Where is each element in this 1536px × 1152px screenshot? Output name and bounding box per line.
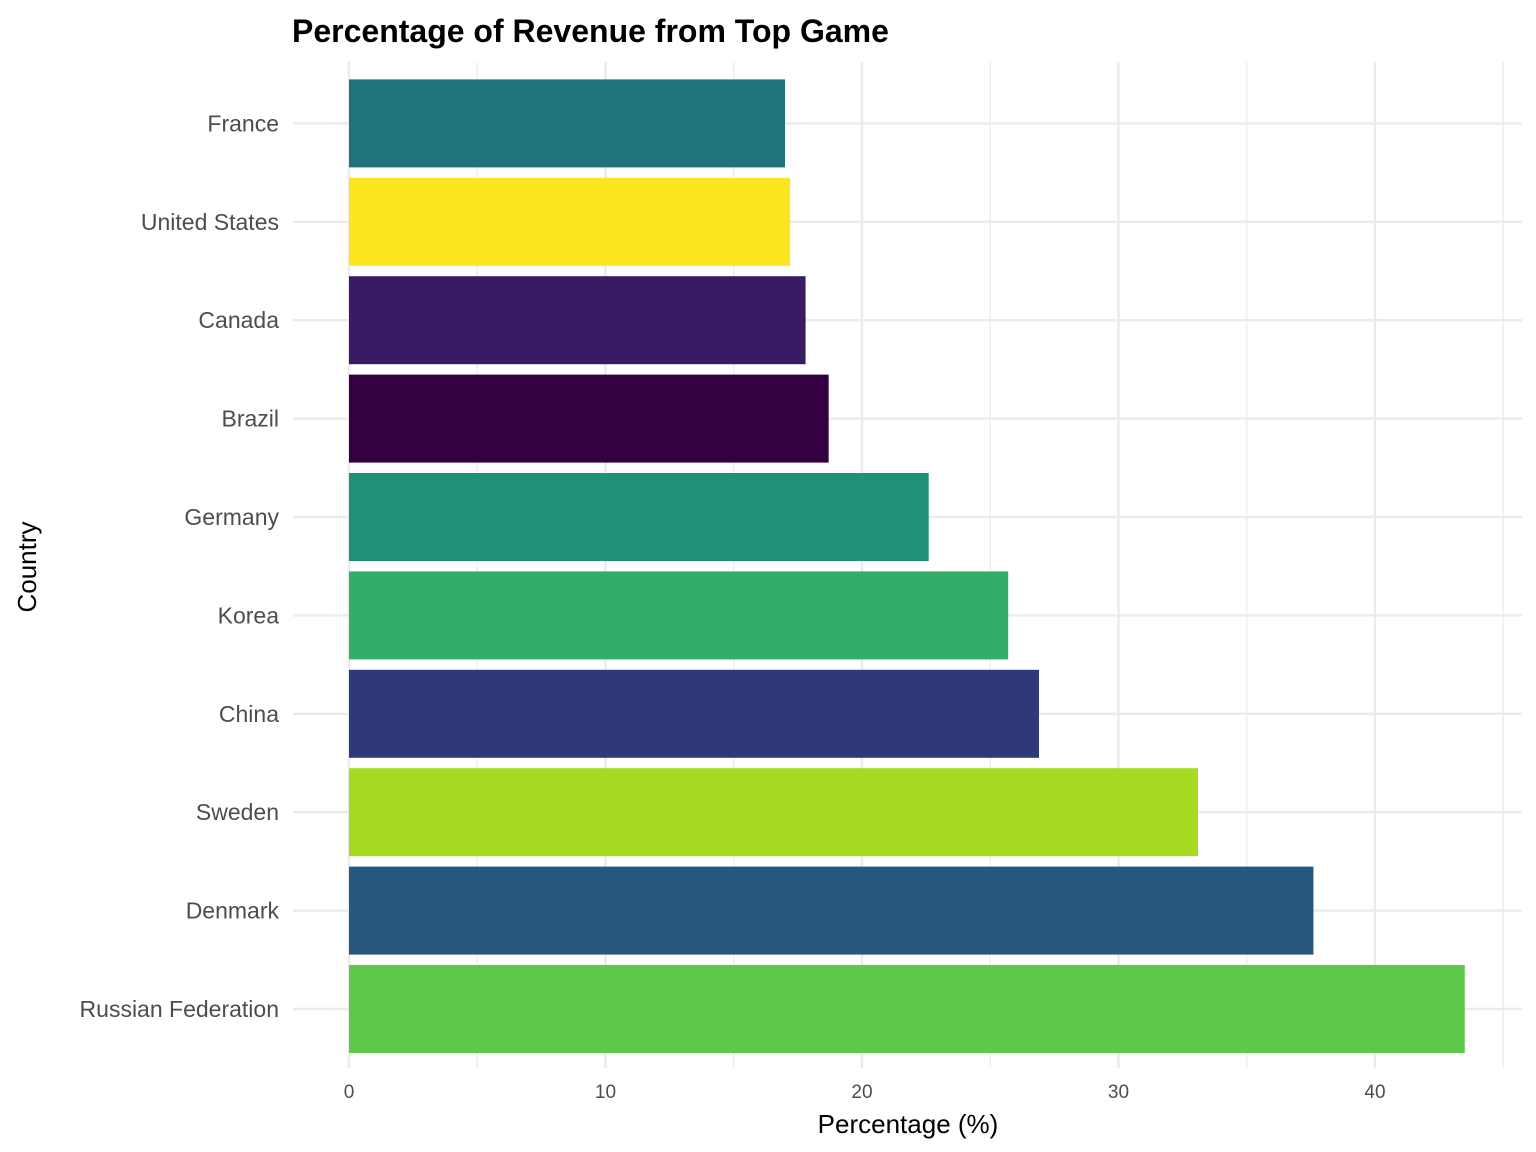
bar	[349, 79, 786, 168]
y-tick-label: Russian Federation	[80, 996, 279, 1022]
y-tick-label: Germany	[184, 504, 279, 530]
y-tick-label: China	[219, 701, 279, 727]
x-tick-label: 30	[1108, 1082, 1129, 1103]
y-tick-label: Korea	[218, 602, 280, 628]
x-tick-label: 0	[344, 1082, 355, 1103]
bar	[349, 571, 1009, 660]
bar	[349, 473, 929, 561]
bar	[349, 965, 1465, 1053]
x-tick-label: 20	[851, 1082, 872, 1103]
bar	[349, 276, 806, 365]
y-tick-label: Denmark	[186, 898, 280, 924]
y-tick-label: United States	[141, 209, 279, 235]
bar	[349, 177, 791, 266]
x-axis-title: Percentage (%)	[818, 1109, 999, 1139]
x-tick-label: 10	[595, 1082, 616, 1103]
y-tick-label: France	[207, 110, 279, 136]
bar	[349, 768, 1199, 857]
bar	[349, 866, 1314, 955]
chart-title: Percentage of Revenue from Top Game	[292, 13, 889, 49]
x-axis-ticks: 0 10 20 30 40	[344, 1082, 1386, 1103]
x-tick-label: 40	[1364, 1082, 1385, 1103]
y-tick-label: Sweden	[196, 799, 279, 825]
bars	[349, 79, 1465, 1053]
y-axis-title: Country	[12, 521, 42, 612]
bar	[349, 669, 1039, 758]
y-tick-label: Canada	[198, 307, 279, 333]
y-tick-label: Brazil	[221, 406, 279, 432]
bar	[349, 374, 829, 463]
y-axis-ticks: Russian Federation Denmark Sweden China Kore…	[80, 110, 280, 1022]
